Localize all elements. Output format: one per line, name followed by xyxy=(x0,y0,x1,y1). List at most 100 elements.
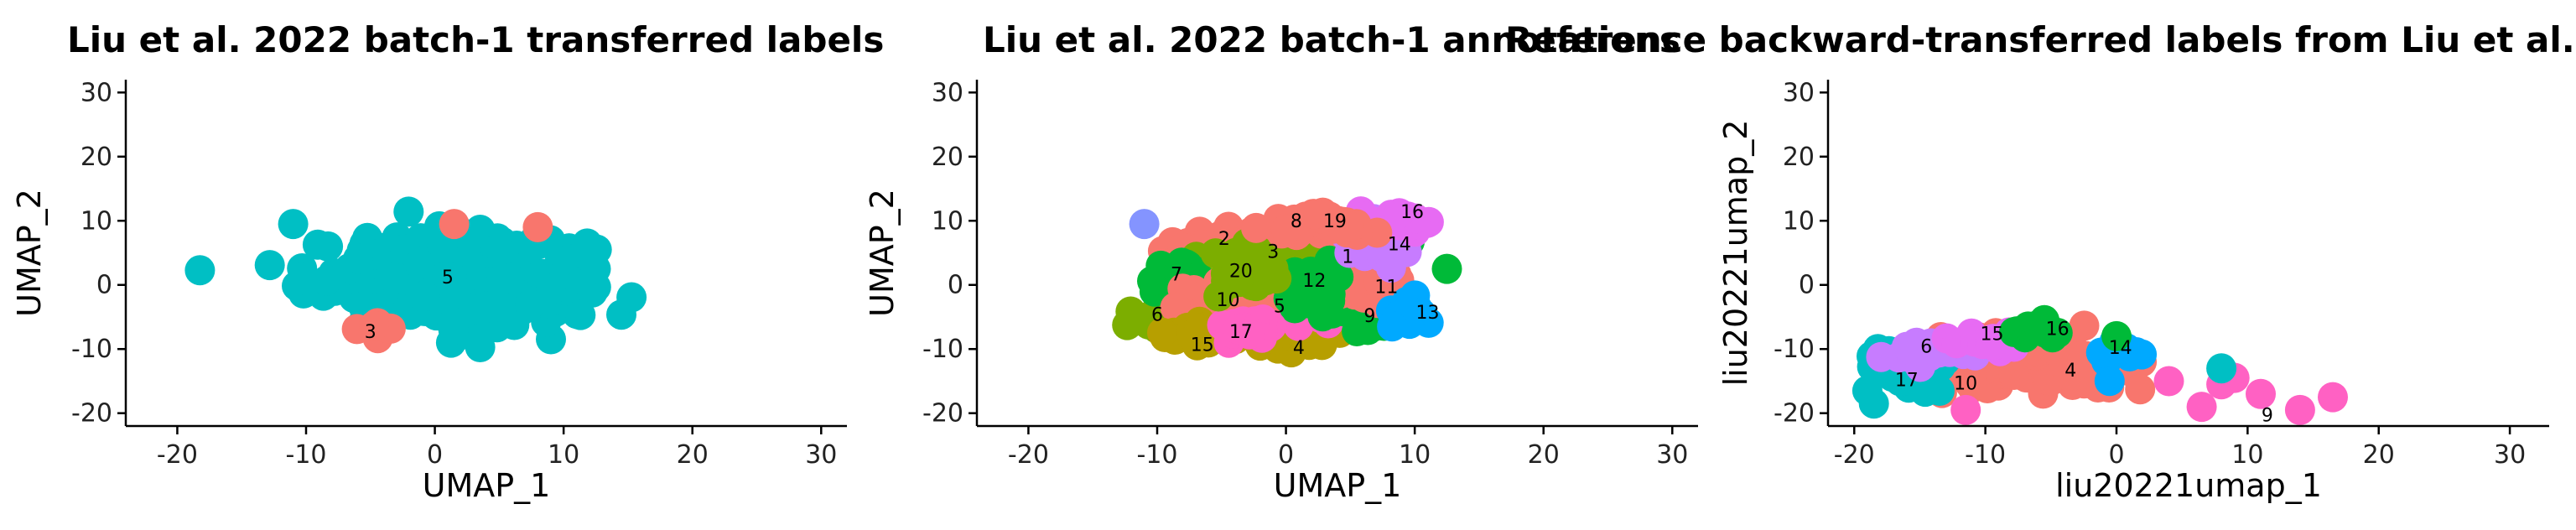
data-point xyxy=(2318,382,2348,413)
data-point xyxy=(439,209,470,240)
data-point xyxy=(1866,341,1897,372)
y-tick-label: 20 xyxy=(80,143,112,172)
data-point xyxy=(1852,375,1883,406)
x-tick-label: 30 xyxy=(1656,440,1688,470)
panel-3: Reference backward-transferred labels fr… xyxy=(1505,19,2575,504)
cluster-label: 20 xyxy=(1229,261,1253,282)
data-point xyxy=(1431,253,1462,284)
cluster-label: 19 xyxy=(1323,211,1347,232)
data-point xyxy=(1234,319,1265,350)
data-point xyxy=(427,232,458,262)
cluster-label: 16 xyxy=(2046,319,2070,340)
cluster-label: 9 xyxy=(1363,306,1375,327)
y-tick-label: -10 xyxy=(922,335,963,364)
y-tick-label: -20 xyxy=(922,399,963,429)
data-point xyxy=(1200,238,1231,269)
y-tick-label: 0 xyxy=(948,271,963,300)
cluster-label: 3 xyxy=(365,322,377,343)
cluster-label: 15 xyxy=(1980,324,2003,345)
data-point xyxy=(393,196,424,227)
x-tick-label: -20 xyxy=(157,440,198,470)
panel-title: Liu et al. 2022 batch-1 annotations xyxy=(983,19,1680,60)
x-tick-label: -10 xyxy=(286,440,327,470)
cluster-label: 5 xyxy=(1274,297,1285,318)
data-point xyxy=(522,211,553,242)
y-tick-label: 20 xyxy=(932,143,963,172)
cluster-label: 10 xyxy=(1216,290,1239,311)
y-tick-label: -10 xyxy=(1774,335,1815,364)
data-point xyxy=(409,281,440,312)
y-tick-label: 0 xyxy=(96,271,112,300)
y-tick-label: -20 xyxy=(71,399,112,429)
x-tick-label: 10 xyxy=(548,440,579,470)
data-point xyxy=(1976,329,2007,360)
y-tick-label: 30 xyxy=(1783,78,1815,107)
data-point xyxy=(1147,317,1177,348)
y-axis-label: liu20221umap_2 xyxy=(1717,120,1754,387)
data-point xyxy=(287,264,318,295)
data-point xyxy=(1348,309,1379,340)
cluster-20-points xyxy=(1200,237,1292,312)
cluster-label: 2 xyxy=(1218,229,1230,250)
cluster-label: 17 xyxy=(1229,322,1253,343)
data-point xyxy=(1244,253,1275,284)
data-point xyxy=(1112,309,1143,340)
data-point xyxy=(1129,209,1160,240)
x-tick-label: 20 xyxy=(677,440,709,470)
x-axis-label: UMAP_1 xyxy=(423,467,551,504)
data-point xyxy=(1377,311,1408,342)
x-tick-label: 10 xyxy=(1399,440,1431,470)
cluster-label: 9 xyxy=(2262,406,2273,427)
y-tick-label: 30 xyxy=(80,78,112,107)
data-point xyxy=(2125,374,2156,405)
y-tick-label: 10 xyxy=(932,206,963,236)
cluster-16-points xyxy=(1999,309,2073,353)
x-tick-label: -20 xyxy=(1008,440,1049,470)
x-tick-label: 30 xyxy=(805,440,837,470)
x-tick-label: 20 xyxy=(1528,440,1560,470)
cluster-label: 13 xyxy=(1416,303,1440,324)
data-point xyxy=(515,289,546,320)
cluster-19-points xyxy=(1298,197,1393,250)
cluster-label: 1 xyxy=(1342,247,1353,268)
y-tick-label: 0 xyxy=(1799,271,1815,300)
data-point xyxy=(1299,199,1330,230)
data-point xyxy=(1998,360,2029,390)
y-tick-label: 30 xyxy=(932,78,963,107)
y-axis-label: UMAP_2 xyxy=(11,189,48,317)
data-point xyxy=(1384,198,1415,229)
data-point xyxy=(2284,394,2315,425)
y-axis-label: UMAP_2 xyxy=(864,189,901,317)
cluster-label: 11 xyxy=(1374,278,1398,299)
data-point xyxy=(2101,320,2132,351)
x-tick-label: 20 xyxy=(2363,440,2395,470)
data-point xyxy=(580,253,611,284)
y-tick-label: 10 xyxy=(1783,206,1815,236)
cluster-label: 16 xyxy=(1400,202,1424,223)
data-point xyxy=(438,314,469,346)
data-point xyxy=(2153,366,2184,397)
panel-title: Liu et al. 2022 batch-1 transferred labe… xyxy=(67,19,884,60)
cluster-label: 8 xyxy=(1291,211,1302,232)
data-point xyxy=(459,294,490,325)
panel-title: Reference backward-transferred labels fr… xyxy=(1505,19,2575,60)
cluster-label: 14 xyxy=(1388,234,1411,255)
cluster-label: 17 xyxy=(1895,370,1919,391)
x-tick-label: 30 xyxy=(2494,440,2526,470)
cluster-label: 10 xyxy=(1954,373,1977,394)
y-tick-label: -10 xyxy=(71,335,112,364)
data-point xyxy=(1311,289,1342,320)
x-tick-label: -10 xyxy=(1137,440,1178,470)
data-point xyxy=(2246,378,2276,409)
data-point xyxy=(565,299,596,330)
data-point xyxy=(1950,394,1981,425)
x-tick-label: 0 xyxy=(1278,440,1294,470)
cluster-label: 6 xyxy=(1920,337,1932,358)
cluster-12-points xyxy=(1273,245,1354,324)
cluster-label: 3 xyxy=(1267,242,1279,263)
cluster-17-points xyxy=(1207,304,1287,358)
cluster-label: 7 xyxy=(1171,264,1182,285)
data-point xyxy=(1241,212,1271,243)
x-tick-label: -10 xyxy=(1965,440,2006,470)
